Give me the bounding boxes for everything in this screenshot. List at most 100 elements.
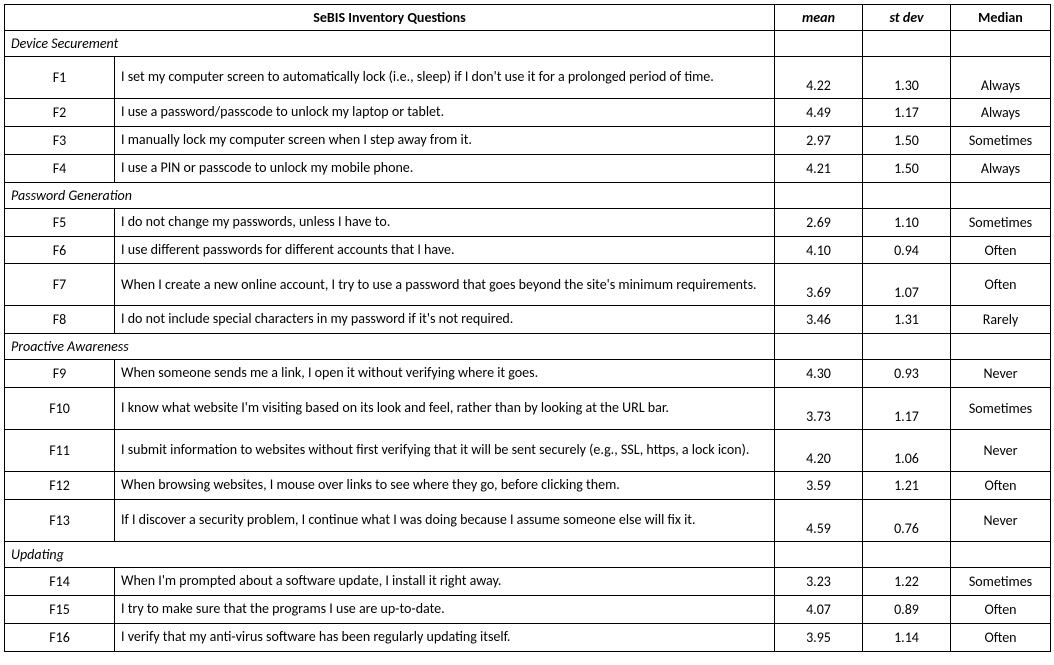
section-header: Password Generation <box>5 182 1051 208</box>
table-row: F7When I create a new online account, I … <box>5 264 1051 306</box>
mean-value: 3.46 <box>775 306 863 334</box>
table-row: F6I use different passwords for differen… <box>5 236 1051 264</box>
question-text: When I create a new online account, I tr… <box>115 264 775 306</box>
table-row: F9When someone sends me a link, I open i… <box>5 360 1051 388</box>
median-value: Sometimes <box>951 568 1051 596</box>
question-text: I try to make sure that the programs I u… <box>115 596 775 624</box>
stdev-value: 1.50 <box>863 126 951 154</box>
question-text: I do not change my passwords, unless I h… <box>115 208 775 236</box>
empty-cell <box>951 334 1051 360</box>
header-mean: mean <box>775 5 863 31</box>
mean-value: 3.59 <box>775 472 863 500</box>
question-text: I submit information to websites without… <box>115 430 775 472</box>
mean-value: 4.21 <box>775 154 863 182</box>
median-value: Never <box>951 430 1051 472</box>
empty-cell <box>863 542 951 568</box>
item-id: F7 <box>5 264 115 306</box>
table-row: F14When I'm prompted about a software up… <box>5 568 1051 596</box>
stdev-value: 1.30 <box>863 57 951 99</box>
median-value: Often <box>951 236 1051 264</box>
question-text: I use a PIN or passcode to unlock my mob… <box>115 154 775 182</box>
mean-value: 3.73 <box>775 388 863 430</box>
empty-cell <box>775 182 863 208</box>
table-row: F8I do not include special characters in… <box>5 306 1051 334</box>
stdev-value: 0.89 <box>863 596 951 624</box>
question-text: I set my computer screen to automaticall… <box>115 57 775 99</box>
table-row: F4I use a PIN or passcode to unlock my m… <box>5 154 1051 182</box>
mean-value: 2.97 <box>775 126 863 154</box>
item-id: F14 <box>5 568 115 596</box>
stdev-value: 1.07 <box>863 264 951 306</box>
section-title: Password Generation <box>5 182 775 208</box>
section-title: Proactive Awareness <box>5 334 775 360</box>
mean-value: 4.20 <box>775 430 863 472</box>
median-value: Sometimes <box>951 388 1051 430</box>
stdev-value: 1.21 <box>863 472 951 500</box>
item-id: F9 <box>5 360 115 388</box>
item-id: F11 <box>5 430 115 472</box>
median-value: Often <box>951 472 1051 500</box>
item-id: F2 <box>5 99 115 127</box>
mean-value: 4.59 <box>775 500 863 542</box>
mean-value: 4.07 <box>775 596 863 624</box>
mean-value: 3.95 <box>775 623 863 651</box>
question-text: If I discover a security problem, I cont… <box>115 500 775 542</box>
question-text: I know what website I'm visiting based o… <box>115 388 775 430</box>
stdev-value: 1.14 <box>863 623 951 651</box>
item-id: F12 <box>5 472 115 500</box>
empty-cell <box>863 334 951 360</box>
item-id: F5 <box>5 208 115 236</box>
median-value: Sometimes <box>951 208 1051 236</box>
empty-cell <box>951 31 1051 57</box>
table-row: F3I manually lock my computer screen whe… <box>5 126 1051 154</box>
median-value: Always <box>951 154 1051 182</box>
table-row: F10I know what website I'm visiting base… <box>5 388 1051 430</box>
table-row: F1I set my computer screen to automatica… <box>5 57 1051 99</box>
empty-cell <box>775 31 863 57</box>
section-header: Updating <box>5 542 1051 568</box>
stdev-value: 1.17 <box>863 388 951 430</box>
mean-value: 3.69 <box>775 264 863 306</box>
empty-cell <box>951 182 1051 208</box>
header-questions: SeBIS Inventory Questions <box>5 5 775 31</box>
item-id: F1 <box>5 57 115 99</box>
item-id: F15 <box>5 596 115 624</box>
table-row: F5I do not change my passwords, unless I… <box>5 208 1051 236</box>
stdev-value: 0.76 <box>863 500 951 542</box>
section-header: Proactive Awareness <box>5 334 1051 360</box>
median-value: Never <box>951 500 1051 542</box>
question-text: I verify that my anti-virus software has… <box>115 623 775 651</box>
item-id: F3 <box>5 126 115 154</box>
question-text: I use different passwords for different … <box>115 236 775 264</box>
header-row: SeBIS Inventory Questions mean st dev Me… <box>5 5 1051 31</box>
mean-value: 2.69 <box>775 208 863 236</box>
question-text: When someone sends me a link, I open it … <box>115 360 775 388</box>
section-title: Device Securement <box>5 31 775 57</box>
item-id: F13 <box>5 500 115 542</box>
mean-value: 4.22 <box>775 57 863 99</box>
stdev-value: 0.94 <box>863 236 951 264</box>
item-id: F16 <box>5 623 115 651</box>
empty-cell <box>775 334 863 360</box>
table-row: F15I try to make sure that the programs … <box>5 596 1051 624</box>
item-id: F8 <box>5 306 115 334</box>
table-row: F16I verify that my anti-virus software … <box>5 623 1051 651</box>
empty-cell <box>951 542 1051 568</box>
mean-value: 4.49 <box>775 99 863 127</box>
median-value: Often <box>951 623 1051 651</box>
stdev-value: 1.50 <box>863 154 951 182</box>
section-title: Updating <box>5 542 775 568</box>
item-id: F10 <box>5 388 115 430</box>
empty-cell <box>863 182 951 208</box>
table-row: F13If I discover a security problem, I c… <box>5 500 1051 542</box>
question-text: I do not include special characters in m… <box>115 306 775 334</box>
median-value: Often <box>951 596 1051 624</box>
table-row: F2I use a password/passcode to unlock my… <box>5 99 1051 127</box>
section-header: Device Securement <box>5 31 1051 57</box>
question-text: When browsing websites, I mouse over lin… <box>115 472 775 500</box>
mean-value: 3.23 <box>775 568 863 596</box>
median-value: Always <box>951 99 1051 127</box>
table-row: F12When browsing websites, I mouse over … <box>5 472 1051 500</box>
question-text: I manually lock my computer screen when … <box>115 126 775 154</box>
stdev-value: 1.17 <box>863 99 951 127</box>
